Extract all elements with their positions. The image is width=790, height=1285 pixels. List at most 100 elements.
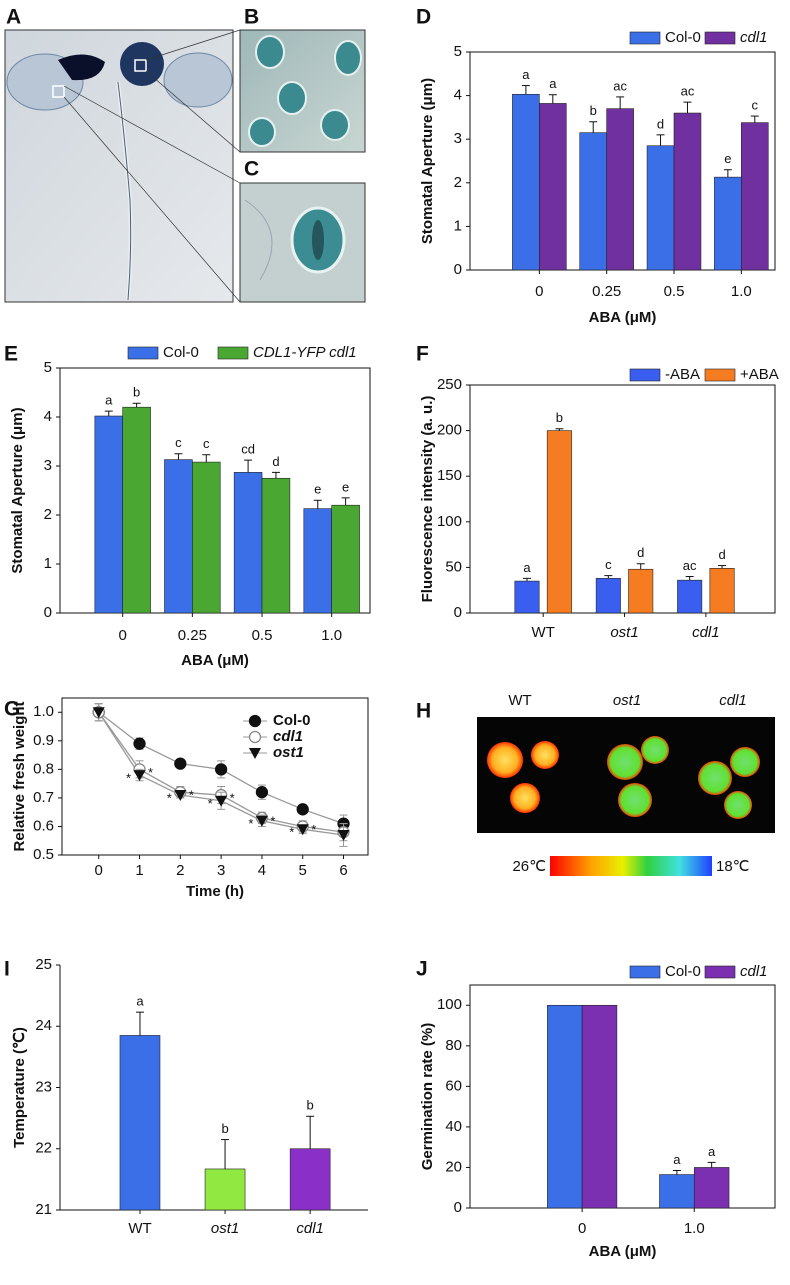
- significance-letter: b: [221, 1121, 228, 1136]
- panel-label: C: [244, 158, 259, 181]
- y-tick-label: 3: [454, 130, 462, 147]
- legend-label: -ABA: [665, 366, 700, 383]
- plot-frame: [469, 984, 776, 1209]
- y-tick-label: 0: [454, 604, 462, 621]
- panel-label: A: [6, 6, 21, 29]
- significance-letter: c: [203, 436, 210, 451]
- y-tick-label: 5: [44, 359, 52, 376]
- panel-label: D: [416, 6, 431, 29]
- marker: [337, 830, 350, 842]
- bar: [164, 459, 193, 614]
- y-tick-label: 60: [445, 1077, 462, 1094]
- panel-label: I: [4, 958, 10, 981]
- legend-label: cdl1: [273, 728, 303, 745]
- thermal-image: [477, 717, 775, 876]
- bar: [547, 1004, 583, 1209]
- y-tick-label: 22: [35, 1140, 52, 1157]
- legend-swatch: [704, 31, 736, 45]
- bar: [539, 103, 567, 271]
- legend-label: CDL1-YFP cdl1: [253, 344, 357, 361]
- y-axis-label: Germination rate (%): [419, 1023, 436, 1171]
- bar: [119, 1035, 161, 1211]
- y-axis-label: Fluorescence intensity (a. u.): [419, 396, 436, 603]
- bar: [331, 504, 360, 614]
- legend-label: +ABA: [740, 366, 779, 383]
- legend-label: ost1: [273, 744, 304, 761]
- y-tick-label: 0.6: [33, 817, 54, 834]
- significance-letter: d: [718, 547, 725, 562]
- y-tick-label: 3: [44, 457, 52, 474]
- x-tick-label: 0: [578, 1220, 586, 1237]
- legend-label: Col-0: [273, 712, 311, 729]
- panel-label: H: [416, 700, 431, 723]
- x-tick-label: 0.5: [664, 283, 685, 300]
- significance-letter: a: [549, 76, 557, 91]
- y-tick-label: 100: [437, 996, 462, 1013]
- y-tick-label: 23: [35, 1078, 52, 1095]
- significance-letter: ac: [613, 78, 627, 93]
- x-tick-label: 4: [258, 862, 266, 879]
- x-tick-label: 0: [119, 627, 127, 644]
- y-tick-label: 20: [445, 1158, 462, 1175]
- x-tick-label: 5: [299, 862, 307, 879]
- x-tick-label: 0: [535, 283, 543, 300]
- y-tick-label: 0: [454, 261, 462, 278]
- bar: [512, 93, 540, 271]
- scale-label: 18℃: [716, 858, 750, 875]
- legend-label: Col-0: [665, 29, 701, 46]
- x-tick-label: 0.25: [592, 283, 621, 300]
- significance-mark: *: [270, 813, 275, 828]
- y-tick-label: 0: [44, 604, 52, 621]
- marker: [133, 737, 146, 750]
- x-tick-label: 1.0: [731, 283, 752, 300]
- bar: [122, 406, 151, 614]
- seedling-image: [4, 29, 241, 303]
- significance-mark: *: [289, 825, 294, 840]
- significance-letter: cd: [241, 442, 255, 457]
- stomata-image-b: [239, 29, 366, 153]
- x-tick-label: WT: [128, 1220, 151, 1237]
- y-tick-label: 0.5: [33, 846, 54, 863]
- significance-letter: a: [522, 67, 530, 82]
- y-tick-label: 80: [445, 1037, 462, 1054]
- significance-letter: a: [105, 393, 113, 408]
- bar: [94, 415, 123, 614]
- significance-mark: *: [208, 796, 213, 811]
- y-tick-label: 50: [445, 558, 462, 575]
- x-tick-label: WT: [532, 624, 555, 641]
- bar: [693, 1167, 730, 1209]
- bar: [606, 108, 634, 271]
- significance-letter: d: [272, 454, 279, 469]
- plot-frame: [469, 384, 776, 614]
- x-tick-label: 0: [95, 862, 103, 879]
- y-tick-label: 250: [437, 376, 462, 393]
- legend-swatch: [127, 346, 159, 360]
- significance-letter: ac: [683, 558, 697, 573]
- marker: [174, 757, 187, 770]
- legend-label: cdl1: [740, 963, 768, 980]
- significance-letter: d: [657, 116, 664, 131]
- significance-letter: b: [556, 410, 563, 425]
- panel-label: E: [4, 343, 18, 366]
- y-tick-label: 100: [437, 513, 462, 530]
- bar: [303, 508, 332, 614]
- significance-mark: *: [126, 771, 131, 786]
- genotype-label: ost1: [613, 692, 641, 709]
- y-tick-label: 1.0: [33, 703, 54, 720]
- bar: [579, 132, 607, 271]
- x-tick-label: 0.25: [178, 627, 207, 644]
- y-axis-label: Stomatal Aperture (μm): [419, 78, 436, 244]
- legend-swatch: [704, 368, 736, 382]
- x-tick-label: cdl1: [692, 624, 720, 641]
- bar: [673, 112, 702, 271]
- significance-letter: a: [708, 1144, 716, 1159]
- x-tick-label: 1.0: [684, 1220, 705, 1237]
- y-tick-label: 0.7: [33, 789, 54, 806]
- legend-label: Col-0: [665, 963, 701, 980]
- panel-label: B: [244, 6, 259, 29]
- x-tick-label: 3: [217, 862, 225, 879]
- bar: [646, 145, 675, 271]
- significance-letter: b: [590, 103, 597, 118]
- y-tick-label: 0: [454, 1199, 462, 1216]
